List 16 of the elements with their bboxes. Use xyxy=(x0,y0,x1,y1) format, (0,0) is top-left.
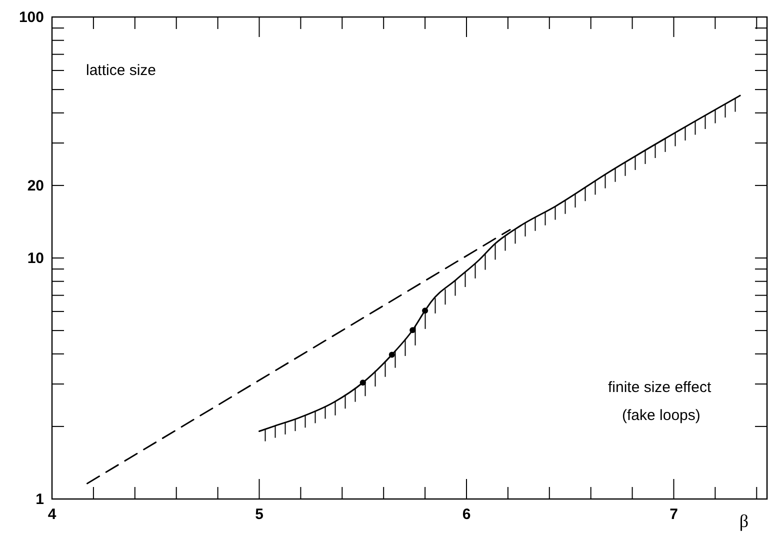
x-axis-title: β xyxy=(739,511,749,531)
annotation: finite size effect xyxy=(608,379,712,396)
y-tick-label: 1 xyxy=(36,491,44,508)
y-tick-label: 10 xyxy=(27,250,44,267)
point xyxy=(360,380,366,386)
x-tick-label: 7 xyxy=(670,506,678,523)
x-tick-label: 5 xyxy=(255,506,264,523)
x-tick-label: 6 xyxy=(462,506,471,523)
annotation: lattice size xyxy=(86,62,156,79)
y-tick-label: 100 xyxy=(18,9,44,26)
x-tick-label: 4 xyxy=(48,506,57,523)
point xyxy=(388,352,395,358)
point xyxy=(422,308,428,314)
y-tick-label: 20 xyxy=(27,177,44,194)
point xyxy=(410,327,416,334)
annotation: (fake loops) xyxy=(622,407,700,424)
